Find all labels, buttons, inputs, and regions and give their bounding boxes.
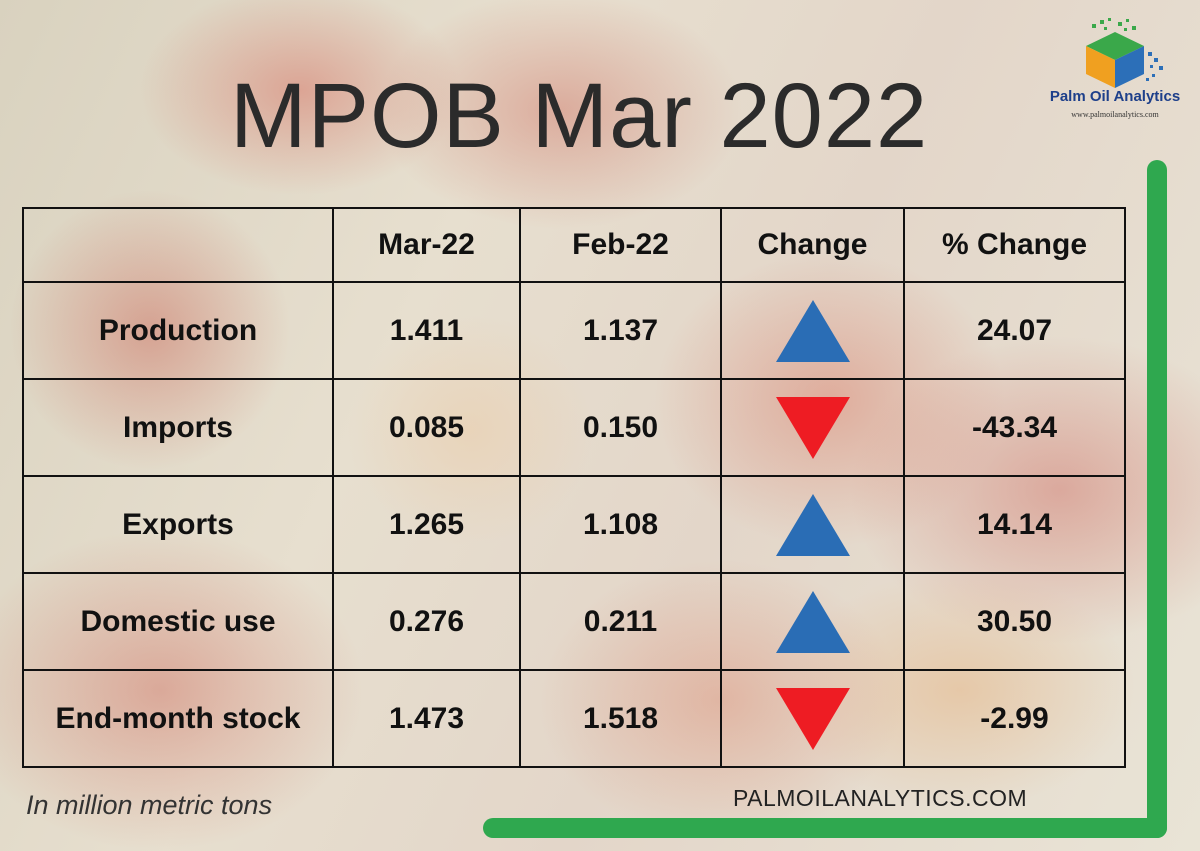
- up-arrow-icon: [775, 493, 850, 556]
- row-label: End-month stock: [22, 669, 334, 768]
- mar-value: 1.473: [332, 669, 521, 768]
- row-label: Production: [22, 281, 334, 380]
- header-cell-mar22: Mar-22: [332, 207, 521, 283]
- table-row: Imports 0.085 0.150 -43.34: [22, 378, 1126, 477]
- table-row: Exports 1.265 1.108 14.14: [22, 475, 1126, 574]
- pct-change-value: 30.50: [903, 572, 1126, 671]
- feb-value: 1.108: [519, 475, 722, 574]
- down-arrow-icon: [775, 687, 850, 750]
- pct-change-value: 14.14: [903, 475, 1126, 574]
- mar-value: 0.276: [332, 572, 521, 671]
- units-footnote: In million metric tons: [26, 790, 273, 820]
- mar-value: 0.085: [332, 378, 521, 477]
- logo-url: www.palmoilanalytics.com: [1071, 110, 1159, 119]
- website-text: PALMOILANALYTICS.COM: [733, 785, 1028, 811]
- change-cell: [720, 572, 905, 671]
- mpob-data-table: Mar-22 Feb-22 Change % Change Production…: [22, 207, 1126, 768]
- pct-change-value: -43.34: [903, 378, 1126, 477]
- table-row: Production 1.411 1.137 24.07: [22, 281, 1126, 380]
- logo-text: Palm Oil Analytics: [1049, 88, 1181, 105]
- pct-change-value: -2.99: [903, 669, 1126, 768]
- pct-change-value: 24.07: [903, 281, 1126, 380]
- palm-oil-analytics-logo: Palm Oil Analytics www.palmoilanalytics.…: [1040, 18, 1190, 128]
- row-label: Exports: [22, 475, 334, 574]
- change-cell: [720, 378, 905, 477]
- frame-accent-vertical: [1147, 160, 1167, 838]
- change-cell: [720, 281, 905, 380]
- header-cell-feb22: Feb-22: [519, 207, 722, 283]
- change-cell: [720, 475, 905, 574]
- header-cell-pct-change: % Change: [903, 207, 1126, 283]
- up-arrow-icon: [775, 590, 850, 653]
- change-cell: [720, 669, 905, 768]
- mar-value: 1.265: [332, 475, 521, 574]
- header-cell-empty: [22, 207, 334, 283]
- page-title: MPOB Mar 2022: [230, 65, 929, 167]
- up-arrow-icon: [775, 299, 850, 362]
- header-cell-change: Change: [720, 207, 905, 283]
- table-row: Domestic use 0.276 0.211 30.50: [22, 572, 1126, 671]
- feb-value: 0.150: [519, 378, 722, 477]
- feb-value: 0.211: [519, 572, 722, 671]
- feb-value: 1.137: [519, 281, 722, 380]
- down-arrow-icon: [775, 396, 850, 459]
- row-label: Domestic use: [22, 572, 334, 671]
- row-label: Imports: [22, 378, 334, 477]
- table-header-row: Mar-22 Feb-22 Change % Change: [22, 207, 1126, 283]
- frame-accent-horizontal: [483, 818, 1167, 838]
- mar-value: 1.411: [332, 281, 521, 380]
- table-row: End-month stock 1.473 1.518 -2.99: [22, 669, 1126, 768]
- feb-value: 1.518: [519, 669, 722, 768]
- logo-cube-icon: [1086, 18, 1163, 88]
